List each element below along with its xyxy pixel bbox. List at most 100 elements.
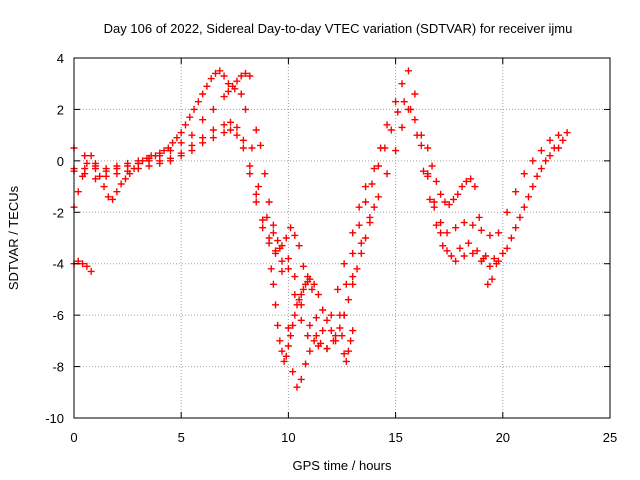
- data-point: [181, 121, 189, 129]
- data-point: [284, 255, 292, 263]
- data-point: [486, 262, 494, 270]
- data-point: [319, 306, 327, 314]
- data-point: [284, 342, 292, 350]
- data-point: [495, 229, 503, 237]
- data-point: [467, 175, 475, 183]
- data-point: [297, 291, 305, 299]
- data-point: [439, 242, 447, 250]
- data-point: [464, 239, 472, 247]
- data-point: [306, 347, 314, 355]
- data-point: [291, 291, 299, 299]
- x-tick-label: 25: [603, 430, 617, 445]
- data-point: [282, 352, 290, 360]
- data-point: [295, 296, 303, 304]
- y-tick-label: -10: [45, 411, 64, 426]
- data-point: [299, 285, 307, 293]
- data-point: [216, 67, 224, 75]
- data-point: [145, 162, 153, 170]
- data-point: [293, 301, 301, 309]
- data-point: [81, 152, 89, 160]
- data-point: [432, 177, 440, 185]
- data-point: [297, 375, 305, 383]
- data-point: [334, 285, 342, 293]
- data-point: [239, 144, 247, 152]
- data-point: [291, 311, 299, 319]
- data-point: [188, 147, 196, 155]
- y-tick-label: 0: [57, 154, 64, 169]
- grid: [74, 58, 610, 418]
- data-point: [319, 327, 327, 335]
- data-point: [533, 172, 541, 180]
- data-point: [424, 144, 432, 152]
- data-point: [246, 162, 254, 170]
- data-point: [486, 231, 494, 239]
- data-point: [452, 224, 460, 232]
- y-tick-label: 4: [57, 51, 64, 66]
- data-point: [383, 170, 391, 178]
- data-point: [370, 203, 378, 211]
- y-tick-label: -8: [52, 360, 64, 375]
- data-point: [87, 267, 95, 275]
- data-point: [261, 170, 269, 178]
- data-point: [338, 332, 346, 340]
- data-point: [398, 80, 406, 88]
- data-point: [166, 157, 174, 165]
- data-point: [130, 165, 138, 173]
- data-point: [220, 93, 228, 101]
- plot-frame: [73, 57, 611, 419]
- data-point: [242, 105, 250, 113]
- data-point: [383, 121, 391, 129]
- data-point: [404, 105, 412, 113]
- data-point: [263, 213, 271, 221]
- data-point: [392, 147, 400, 155]
- data-point: [207, 75, 215, 83]
- data-point: [516, 213, 524, 221]
- data-point: [404, 67, 412, 75]
- data-point: [109, 195, 117, 203]
- data-point: [173, 134, 181, 142]
- data-point: [259, 216, 267, 224]
- data-point: [499, 249, 507, 257]
- data-point: [473, 247, 481, 255]
- data-point: [233, 77, 241, 85]
- data-point: [169, 139, 177, 147]
- data-point: [252, 198, 260, 206]
- data-point: [252, 126, 260, 134]
- data-point: [546, 136, 554, 144]
- axis-ticks: 0 5 10 15 20 25 -10 -8 -6 -4 -2 0 2 4: [45, 51, 617, 445]
- data-point: [160, 147, 168, 155]
- data-point: [327, 311, 335, 319]
- data-point: [349, 273, 357, 281]
- data-point: [394, 108, 402, 116]
- data-point: [357, 249, 365, 257]
- y-axis-label: SDTVAR / TECUs: [6, 185, 21, 290]
- data-point: [460, 252, 468, 260]
- data-point: [344, 296, 352, 304]
- data-point: [113, 170, 121, 178]
- data-point: [177, 129, 185, 137]
- data-point: [151, 152, 159, 160]
- data-point: [233, 123, 241, 131]
- data-point: [340, 311, 348, 319]
- data-point: [287, 224, 295, 232]
- data-point: [306, 321, 314, 329]
- data-point: [164, 144, 172, 152]
- data-point: [542, 157, 550, 165]
- data-point: [257, 141, 265, 149]
- data-point: [374, 162, 382, 170]
- data-point: [537, 165, 545, 173]
- data-point: [349, 229, 357, 237]
- data-point: [252, 190, 260, 198]
- data-point: [265, 239, 273, 247]
- data-point: [87, 152, 95, 160]
- data-point: [297, 316, 305, 324]
- data-point: [312, 332, 320, 340]
- data-point: [102, 172, 110, 180]
- data-point: [441, 198, 449, 206]
- data-point: [456, 244, 464, 252]
- data-point: [392, 98, 400, 106]
- data-point: [520, 203, 528, 211]
- data-point: [529, 157, 537, 165]
- data-point: [224, 87, 232, 95]
